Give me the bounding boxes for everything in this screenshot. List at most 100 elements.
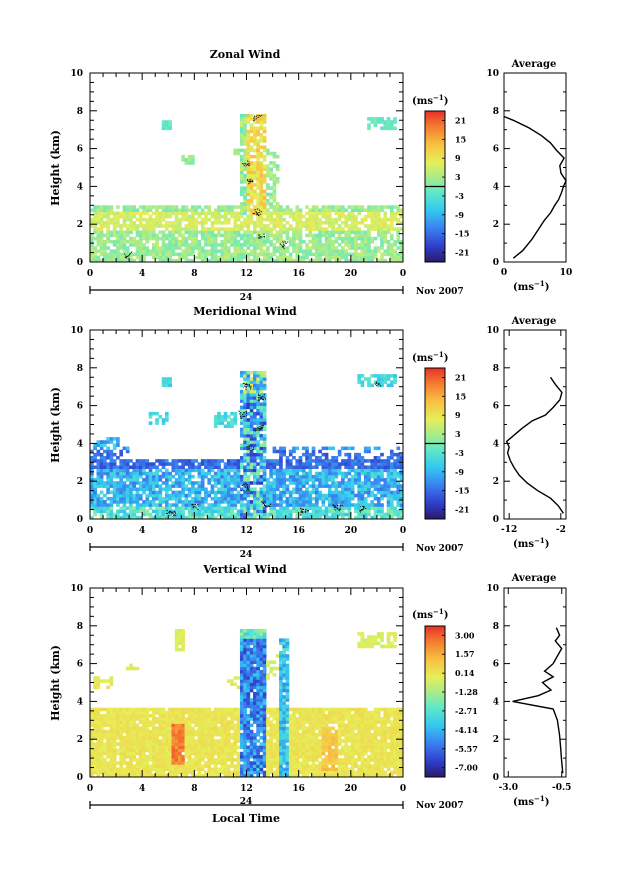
heatmap-cell — [383, 487, 388, 492]
heatmap-cell — [262, 399, 267, 403]
heatmap-cell — [318, 221, 322, 225]
heatmap-cell — [233, 493, 238, 498]
heatmap-cell — [135, 211, 140, 216]
heatmap-cell — [109, 500, 114, 504]
heatmap-cell — [210, 214, 215, 219]
heatmap-cell — [314, 484, 319, 488]
heatmap-cell — [116, 252, 120, 257]
heatmap-cell — [109, 509, 114, 514]
heatmap-cell — [174, 647, 179, 652]
heatmap-cell — [239, 685, 244, 690]
heatmap-cell — [210, 258, 215, 263]
heatmap-cell — [399, 474, 404, 479]
heatmap-cell — [282, 481, 287, 485]
heatmap-cell — [357, 255, 362, 260]
heatmap-cell — [311, 490, 316, 495]
heatmap-cell — [262, 205, 267, 209]
heatmap-cell — [204, 726, 208, 731]
heatmap-cell — [155, 745, 159, 750]
heatmap-cell — [376, 258, 381, 263]
heatmap-cell — [145, 714, 150, 718]
heatmap-cell — [288, 214, 293, 219]
heatmap-cell — [164, 773, 169, 778]
heatmap-cell — [191, 726, 195, 731]
heatmap-cell — [220, 493, 225, 498]
heatmap-cell — [253, 374, 257, 378]
heatmap-cell — [259, 411, 264, 416]
heatmap-cell — [184, 506, 189, 510]
heatmap-cell — [226, 478, 231, 482]
heatmap-cell — [223, 227, 228, 231]
heatmap-cell — [164, 471, 169, 476]
heatmap-cell — [246, 424, 251, 429]
heatmap-cell — [119, 452, 123, 457]
heatmap-cell — [341, 509, 345, 514]
heatmap-cell — [125, 446, 130, 451]
heatmap-cell — [151, 754, 156, 759]
heatmap-cell — [174, 496, 179, 501]
heatmap-cell — [135, 208, 140, 212]
heatmap-cell — [239, 682, 244, 687]
heatmap-cell — [239, 701, 244, 705]
heatmap-cell — [138, 496, 143, 501]
heatmap-cell — [360, 208, 365, 212]
heatmap-cell — [233, 512, 238, 517]
heatmap-cell — [344, 249, 348, 253]
heatmap-cell — [181, 647, 185, 652]
heatmap-cell — [298, 214, 303, 219]
heatmap-cell — [233, 736, 238, 740]
heatmap-cell — [311, 246, 316, 250]
heatmap-cell — [380, 452, 384, 457]
heatmap-cell — [138, 506, 143, 510]
colorbar-tick-label: 15 — [455, 391, 466, 401]
heatmap-cell — [243, 161, 247, 165]
heatmap-cell — [194, 764, 198, 768]
heatmap-cell — [148, 233, 153, 238]
heatmap-cell — [106, 208, 110, 212]
heatmap-cell — [266, 252, 270, 257]
heatmap-cell — [125, 729, 130, 734]
heatmap-cell — [301, 252, 306, 257]
avg-y-tick-label: 8 — [493, 364, 499, 374]
heatmap-cell — [295, 205, 300, 209]
y-tick-label: 10 — [70, 69, 83, 79]
heatmap-cell — [249, 468, 254, 473]
heatmap-cell — [181, 205, 185, 209]
heatmap-cell — [243, 142, 247, 146]
heatmap-cell — [129, 764, 133, 768]
heatmap-cell — [279, 221, 283, 225]
heatmap-cell — [148, 249, 153, 253]
heatmap-cell — [259, 176, 264, 181]
heatmap-cell — [376, 224, 381, 228]
heatmap-cell — [292, 474, 296, 479]
heatmap-cell — [220, 239, 225, 244]
heatmap-cell — [217, 468, 221, 473]
heatmap-cell — [151, 739, 156, 743]
heatmap-cell — [295, 243, 300, 247]
heatmap-cell — [138, 252, 143, 257]
heatmap-cell — [181, 493, 185, 498]
heatmap-cell — [357, 484, 362, 488]
heatmap-cell — [344, 506, 348, 510]
heatmap-cell — [106, 255, 110, 260]
heatmap-cell — [171, 484, 176, 488]
heatmap-cell — [112, 729, 117, 734]
date-bar: 24 Nov 2007 — [89, 286, 464, 303]
heatmap-cell — [253, 446, 257, 451]
heatmap-cell — [168, 493, 172, 498]
heatmap-cell — [246, 243, 251, 247]
heatmap-cell — [350, 487, 355, 492]
heatmap-cell — [279, 208, 283, 212]
heatmap-cell — [148, 478, 153, 482]
heatmap-cell — [145, 758, 150, 762]
heatmap-cell — [161, 214, 166, 219]
heatmap-cell — [112, 500, 117, 504]
heatmap-cell — [389, 484, 394, 488]
heatmap-cell — [318, 496, 322, 501]
heatmap-cell — [275, 230, 280, 235]
heatmap-cell — [178, 745, 182, 750]
heatmap-cell — [223, 742, 228, 746]
heatmap-cell — [380, 208, 384, 212]
heatmap-cell — [194, 732, 198, 737]
